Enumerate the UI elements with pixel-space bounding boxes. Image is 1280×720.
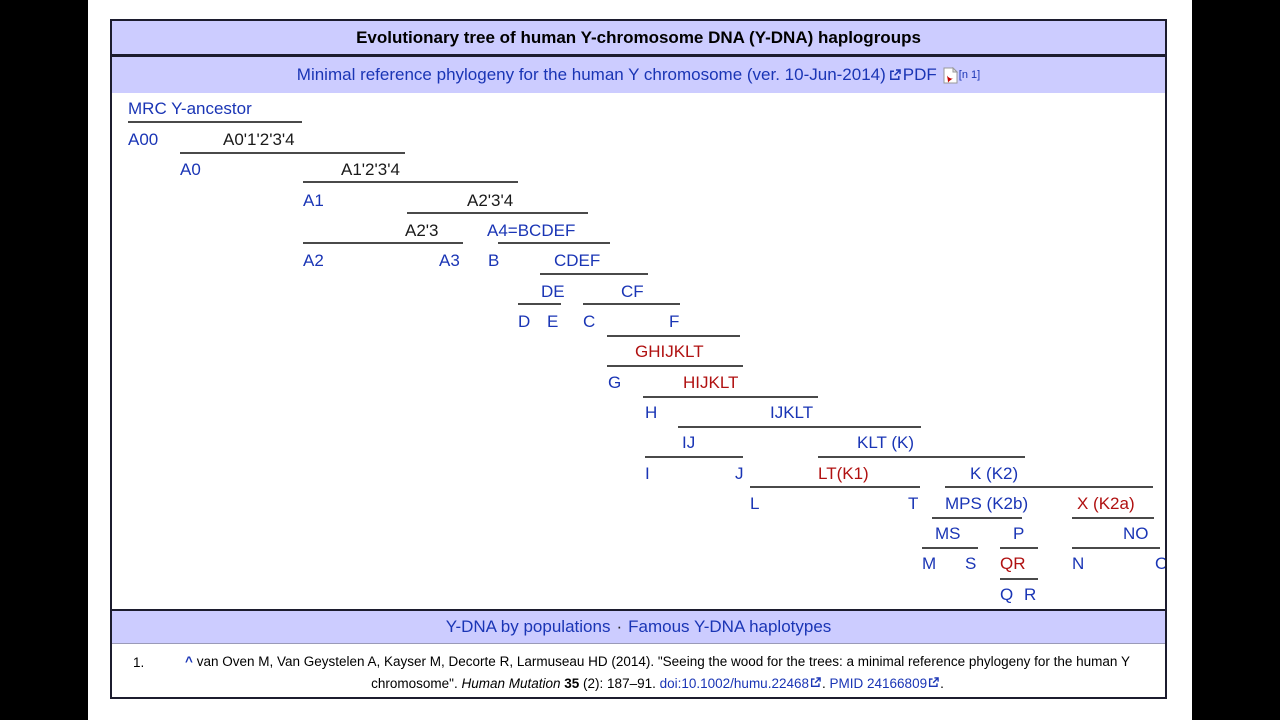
- tree-node-ms[interactable]: MS: [935, 524, 961, 543]
- tree-branch-line: [498, 242, 610, 244]
- tree-node-k-k2[interactable]: K (K2): [970, 464, 1019, 483]
- tree-node-klt-k[interactable]: KLT (K): [857, 433, 914, 452]
- tree-node-no[interactable]: NO: [1123, 524, 1149, 543]
- tree-branch-line: [922, 547, 978, 549]
- note-ref-link[interactable]: [n 1]: [958, 69, 981, 81]
- tree-branch-line: [518, 303, 561, 305]
- footnote-section: 1. ^ van Oven M, Van Geystelen A, Kayser…: [112, 644, 1165, 696]
- tree-branch-line: [180, 152, 405, 154]
- phylogenetic-tree: MRC Y-ancestor A00 A0'1'2'3'4 A0 A1'2'3'4 A1 A…: [112, 93, 1165, 609]
- tree-branch-line: [645, 456, 743, 458]
- tree-node-q[interactable]: Q: [1000, 585, 1014, 604]
- tree-branch-line: [1000, 547, 1038, 549]
- tree-branch-line: [303, 242, 463, 244]
- tree-branch-line: [678, 426, 921, 428]
- tree-branch-line: [540, 273, 648, 275]
- tree-branch-line: [1072, 517, 1154, 519]
- tree-node-i[interactable]: I: [645, 464, 650, 483]
- tree-branch-line: [643, 396, 818, 398]
- tree-node-mps-k2b[interactable]: MPS (K2b): [945, 494, 1029, 513]
- footnote-segment: .: [822, 676, 830, 691]
- backlink-caret[interactable]: ^: [185, 654, 197, 669]
- external-link-icon: [889, 69, 901, 81]
- tree-node-ij[interactable]: IJ: [682, 433, 696, 452]
- tree-node-c[interactable]: C: [583, 312, 596, 331]
- tree-node-j[interactable]: J: [735, 464, 744, 483]
- tree-node-r[interactable]: R: [1024, 585, 1037, 604]
- reference-link[interactable]: PMID 24166809: [829, 676, 928, 691]
- tree-node-p[interactable]: P: [1013, 524, 1025, 543]
- footnote-segment: (2): 187–91.: [579, 676, 660, 691]
- tree-branch-line: [583, 303, 680, 305]
- footnote-segment: .: [940, 676, 944, 691]
- external-link-icon: [928, 677, 939, 688]
- tree-branch-line: [945, 486, 1153, 488]
- tree-node-lt-k1[interactable]: LT(K1): [818, 464, 869, 483]
- tree-node-mrc-y-ancestor[interactable]: MRC Y-ancestor: [128, 99, 252, 118]
- infobox-title: Evolutionary tree of human Y-chromosome …: [112, 21, 1165, 57]
- tree-node-g[interactable]: G: [608, 373, 622, 392]
- footnote-text: ^ van Oven M, Van Geystelen A, Kayser M,…: [185, 654, 1130, 691]
- pdf-link[interactable]: PDF: [902, 65, 937, 84]
- tree-branch-line: [932, 517, 1022, 519]
- tree-node-cdef[interactable]: CDEF: [554, 251, 601, 270]
- ydna-populations-link[interactable]: Y-DNA by populations: [445, 617, 611, 636]
- famous-haplotypes-link[interactable]: Famous Y-DNA haplotypes: [628, 617, 832, 636]
- footnote-segment: van Oven M, Van Geystelen A, Kayser M, D…: [196, 654, 1130, 691]
- tree-node-qr[interactable]: QR: [1000, 554, 1026, 573]
- tree-node-hijklt[interactable]: HIJKLT: [683, 373, 739, 392]
- tree-branch-line: [128, 121, 302, 123]
- tree-node-d[interactable]: D: [518, 312, 531, 331]
- tree-node-b[interactable]: B: [488, 251, 500, 270]
- tree-branch-line: [1000, 578, 1038, 580]
- tree-node-a1-2-3-4: A1'2'3'4: [341, 160, 400, 179]
- nav-separator: ·: [616, 617, 623, 636]
- tree-node-de[interactable]: DE: [541, 282, 565, 301]
- footnote-segment: 35: [564, 676, 580, 691]
- tree-node-a2-3: A2'3: [405, 221, 439, 240]
- tree-node-f[interactable]: F: [669, 312, 680, 331]
- tree-node-ijklt[interactable]: IJKLT: [770, 403, 814, 422]
- tree-node-s[interactable]: S: [965, 554, 977, 573]
- phylogeny-link[interactable]: Minimal reference phylogeny for the huma…: [296, 65, 886, 84]
- tree-node-a2[interactable]: A2: [303, 251, 324, 270]
- tree-node-a0-1-2-3-4: A0'1'2'3'4: [223, 130, 295, 149]
- tree-branch-line: [818, 456, 1025, 458]
- tree-node-a3[interactable]: A3: [439, 251, 460, 270]
- reference-link[interactable]: doi:10.1002/humu.22468: [659, 676, 809, 691]
- tree-node-h[interactable]: H: [645, 403, 658, 422]
- tree-node-a0[interactable]: A0: [180, 160, 201, 179]
- tree-branch-line: [750, 486, 920, 488]
- tree-node-e[interactable]: E: [547, 312, 559, 331]
- infobox-subtitle: Minimal reference phylogeny for the huma…: [112, 57, 1165, 93]
- tree-node-ghijklt[interactable]: GHIJKLT: [635, 342, 704, 361]
- tree-node-l[interactable]: L: [750, 494, 760, 513]
- tree-node-t[interactable]: T: [908, 494, 919, 513]
- pdf-file-icon: [943, 66, 959, 84]
- tree-node-x-k2a[interactable]: X (K2a): [1077, 494, 1135, 513]
- tree-branch-line: [607, 335, 740, 337]
- page: Evolutionary tree of human Y-chromosome …: [88, 0, 1192, 720]
- haplogroup-infobox: Evolutionary tree of human Y-chromosome …: [110, 19, 1167, 699]
- tree-node-n[interactable]: N: [1072, 554, 1085, 573]
- tree-node-a1[interactable]: A1: [303, 191, 324, 210]
- external-link-icon: [810, 677, 821, 688]
- tree-node-a00[interactable]: A00: [128, 130, 159, 149]
- tree-node-cf[interactable]: CF: [621, 282, 644, 301]
- tree-branch-line: [407, 212, 588, 214]
- tree-branch-line: [1072, 547, 1160, 549]
- tree-branch-line: [607, 365, 743, 367]
- footnote-segment: Human Mutation: [461, 676, 565, 691]
- footnote-number: 1.: [133, 655, 145, 670]
- tree-node-o[interactable]: O: [1155, 554, 1165, 573]
- tree-node-a4-bcdef[interactable]: A4=BCDEF: [487, 221, 576, 240]
- tree-node-a2-3-4: A2'3'4: [467, 191, 514, 210]
- tree-node-m[interactable]: M: [922, 554, 937, 573]
- footer-nav: Y-DNA by populations · Famous Y-DNA hapl…: [112, 609, 1165, 644]
- tree-branch-line: [303, 181, 518, 183]
